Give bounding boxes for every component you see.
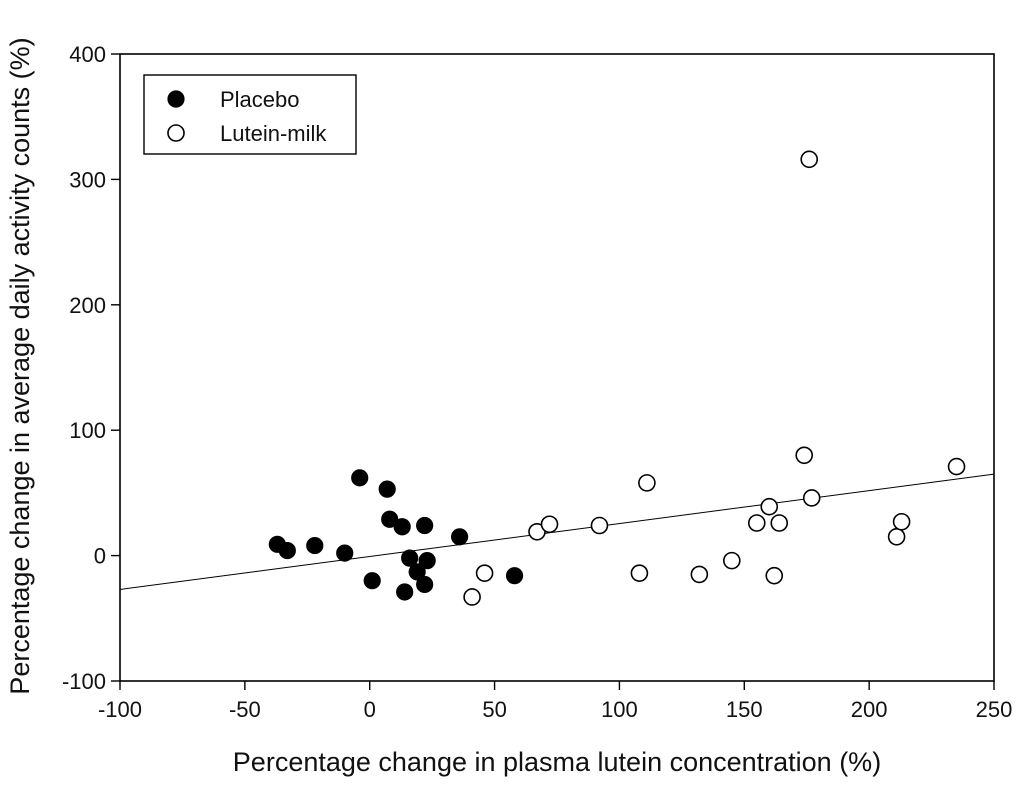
lutein-milk-point bbox=[475, 564, 494, 582]
plot-frame bbox=[119, 53, 995, 682]
ticks: -100 -50 0 50 100 150 200 250 -100 0 100 200 300 400 bbox=[62, 42, 1012, 722]
placebo-point bbox=[393, 518, 411, 536]
y-tick-label: 400 bbox=[69, 42, 106, 67]
lutein-milk-point bbox=[540, 515, 559, 534]
placebo-point bbox=[505, 567, 524, 585]
placebo-point bbox=[278, 541, 296, 560]
lutein-milk-point bbox=[630, 564, 649, 582]
lutein-milk-point bbox=[802, 489, 821, 507]
lutein-milk-point bbox=[947, 457, 966, 476]
placebo-point bbox=[378, 480, 396, 498]
y-tick-label: 0 bbox=[94, 544, 106, 569]
placebo-point bbox=[418, 552, 436, 570]
x-tick-label: 0 bbox=[364, 697, 376, 722]
lutein-milk-point bbox=[747, 514, 766, 532]
placebo-point bbox=[306, 536, 324, 555]
placebo-point bbox=[416, 575, 434, 594]
lutein-milk-point bbox=[770, 514, 789, 532]
y-tick-label: 300 bbox=[69, 167, 106, 192]
x-tick-label: 150 bbox=[726, 697, 763, 722]
lutein-milk-point bbox=[800, 150, 819, 169]
lutein-milk-point bbox=[690, 565, 709, 584]
x-axis-title: Percentage change in plasma lutein conce… bbox=[233, 747, 881, 777]
placebo-point bbox=[351, 469, 369, 487]
legend-marker-placebo bbox=[167, 90, 185, 108]
x-tick-label: 100 bbox=[601, 697, 638, 722]
placebo-point bbox=[336, 544, 354, 562]
placebo-point bbox=[401, 549, 419, 567]
lutein-milk-point bbox=[760, 497, 779, 516]
y-axis-title: Percentage change in average daily activ… bbox=[5, 37, 35, 694]
legend-marker-lutein-milk bbox=[167, 124, 185, 142]
legend-label-placebo: Placebo bbox=[220, 87, 300, 112]
placebo-point bbox=[408, 563, 426, 581]
lutein-milk-point bbox=[463, 588, 481, 606]
legend: Placebo Lutein-milk bbox=[143, 74, 357, 155]
placebo-point bbox=[396, 583, 414, 601]
x-tick-label: -50 bbox=[229, 697, 261, 722]
placebo-point bbox=[363, 572, 381, 590]
x-tick-label: 50 bbox=[482, 697, 506, 722]
y-tick-label: 100 bbox=[69, 418, 106, 443]
axes bbox=[119, 53, 995, 682]
x-tick-label: 250 bbox=[976, 697, 1013, 722]
lutein-milk-point bbox=[892, 512, 911, 531]
data-points bbox=[268, 150, 966, 606]
x-tick-label: -100 bbox=[98, 697, 142, 722]
lutein-milk-point bbox=[590, 516, 609, 535]
lutein-milk-point bbox=[887, 527, 906, 546]
y-tick-label: -100 bbox=[62, 669, 106, 694]
y-tick-label: 200 bbox=[69, 293, 106, 318]
legend-label-lutein-milk: Lutein-milk bbox=[220, 121, 327, 146]
lutein-milk-point bbox=[722, 551, 741, 570]
placebo-point bbox=[381, 510, 399, 528]
lutein-milk-point bbox=[795, 446, 814, 465]
placebo-point bbox=[416, 516, 434, 535]
regression-line bbox=[119, 473, 995, 590]
lutein-milk-point bbox=[765, 566, 784, 585]
x-tick-label: 200 bbox=[851, 697, 888, 722]
placebo-point bbox=[451, 528, 469, 546]
lutein-milk-point bbox=[638, 474, 656, 492]
